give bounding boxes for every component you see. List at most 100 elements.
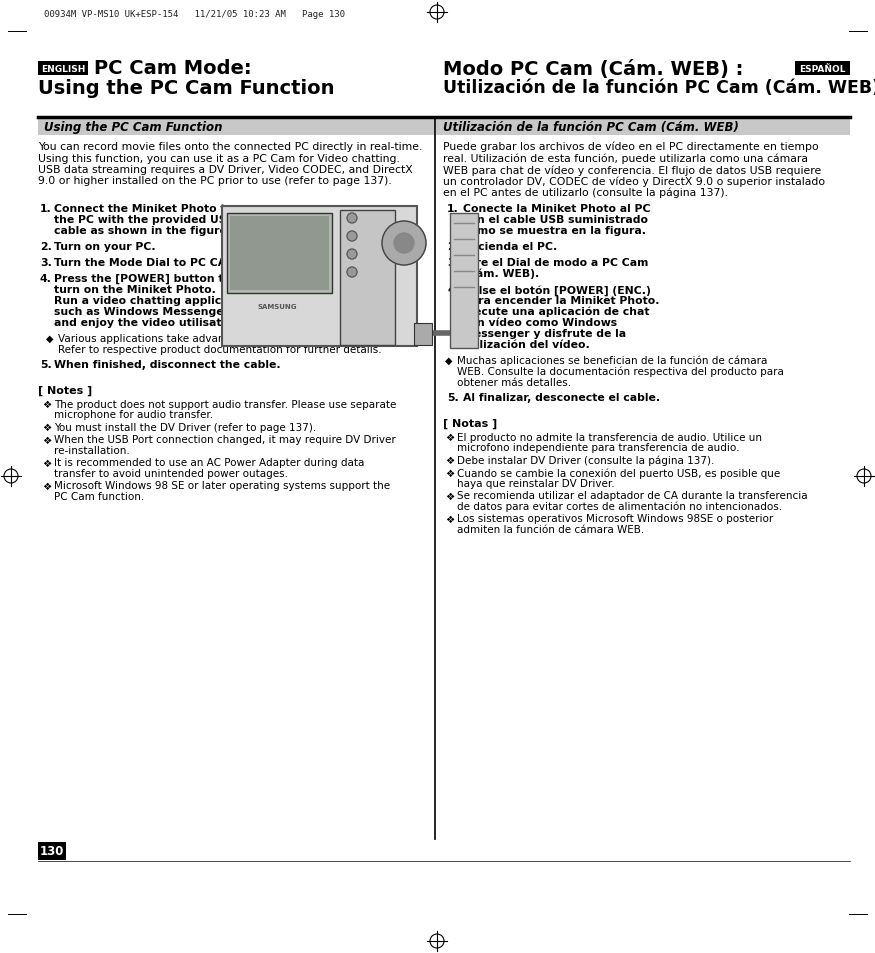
Text: Al finalizar, desconecte el cable.: Al finalizar, desconecte el cable. — [463, 393, 660, 402]
Text: en el PC antes de utilizarlo (consulte la página 137).: en el PC antes de utilizarlo (consulte l… — [443, 188, 728, 198]
Text: Gire el Dial de modo a PC Cam: Gire el Dial de modo a PC Cam — [463, 257, 648, 268]
Text: Using the PC Cam Function: Using the PC Cam Function — [44, 121, 222, 133]
Circle shape — [382, 222, 426, 266]
Text: Various applications take advantage of the PC Cam function.: Various applications take advantage of t… — [58, 334, 375, 344]
Text: Using the PC Cam Function: Using the PC Cam Function — [38, 79, 334, 98]
Text: the PC with the provided USB: the PC with the provided USB — [54, 214, 235, 225]
Text: When the USB Port connection changed, it may require DV Driver: When the USB Port connection changed, it… — [54, 435, 396, 445]
Text: Se recomienda utilizar el adaptador de CA durante la transferencia: Se recomienda utilizar el adaptador de C… — [457, 491, 808, 501]
Text: un controlador DV, CODEC de vídeo y DirectX 9.0 o superior instalado: un controlador DV, CODEC de vídeo y Dire… — [443, 176, 825, 187]
Text: con vídeo como Windows: con vídeo como Windows — [463, 317, 617, 328]
Text: ◆: ◆ — [445, 355, 452, 366]
Circle shape — [347, 268, 357, 277]
Text: ❖: ❖ — [42, 435, 52, 445]
Text: Run a video chatting application: Run a video chatting application — [54, 295, 253, 306]
Bar — [227, 213, 332, 294]
Text: PC Cam function.: PC Cam function. — [54, 492, 144, 501]
Text: re-installation.: re-installation. — [54, 446, 130, 456]
Text: como se muestra en la figura.: como se muestra en la figura. — [463, 226, 646, 235]
Text: 2.: 2. — [447, 242, 458, 252]
Text: such as Windows Messenger: such as Windows Messenger — [54, 307, 229, 316]
Text: 5.: 5. — [447, 393, 458, 402]
Text: haya que reinstalar DV Driver.: haya que reinstalar DV Driver. — [457, 478, 614, 489]
Text: para encender la Miniket Photo.: para encender la Miniket Photo. — [463, 295, 660, 306]
Text: 130: 130 — [40, 844, 64, 858]
Text: The product does not support audio transfer. Please use separate: The product does not support audio trans… — [54, 399, 396, 410]
Text: Ejecute una aplicación de chat: Ejecute una aplicación de chat — [463, 307, 649, 317]
Text: PC Cam Mode:: PC Cam Mode: — [94, 59, 252, 78]
Text: Press the [POWER] button to: Press the [POWER] button to — [54, 274, 231, 284]
Bar — [38, 842, 66, 861]
Text: Cuando se cambie la conexión del puerto USB, es posible que: Cuando se cambie la conexión del puerto … — [457, 468, 780, 478]
Text: Conecte la Miniket Photo al PC: Conecte la Miniket Photo al PC — [463, 204, 650, 213]
Text: ESPAÑOL: ESPAÑOL — [799, 65, 846, 73]
Text: 5.: 5. — [40, 359, 52, 370]
Bar — [222, 207, 417, 347]
Text: admiten la función de cámara WEB.: admiten la función de cámara WEB. — [457, 524, 644, 535]
Text: [ Notas ]: [ Notas ] — [443, 418, 497, 429]
Text: obtener más detalles.: obtener más detalles. — [457, 377, 571, 388]
Bar — [450, 213, 478, 349]
Bar — [414, 324, 432, 346]
Bar — [795, 62, 850, 76]
Text: Messenger y disfrute de la: Messenger y disfrute de la — [463, 329, 626, 338]
Circle shape — [347, 213, 357, 224]
Text: SAMSUNG: SAMSUNG — [257, 304, 297, 310]
Text: Encienda el PC.: Encienda el PC. — [463, 242, 557, 252]
Text: ◆: ◆ — [46, 334, 53, 344]
Bar — [38, 119, 435, 136]
Circle shape — [394, 233, 414, 253]
Text: turn on the Miniket Photo.: turn on the Miniket Photo. — [54, 285, 216, 294]
Text: 1.: 1. — [40, 204, 52, 213]
Bar — [222, 207, 417, 347]
Text: 1.: 1. — [447, 204, 458, 213]
Bar — [227, 213, 332, 294]
Text: 3.: 3. — [40, 257, 52, 268]
Text: WEB para chat de vídeo y conferencia. El flujo de datos USB requiere: WEB para chat de vídeo y conferencia. El… — [443, 165, 822, 175]
Text: Refer to respective product documentation for further details.: Refer to respective product documentatio… — [58, 345, 382, 355]
Text: It is recommended to use an AC Power Adapter during data: It is recommended to use an AC Power Ada… — [54, 458, 364, 468]
Text: and enjoy the video utilisation.: and enjoy the video utilisation. — [54, 317, 245, 328]
Text: ❖: ❖ — [445, 456, 454, 465]
Text: con el cable USB suministrado: con el cable USB suministrado — [463, 214, 648, 225]
Text: ❖: ❖ — [445, 433, 454, 442]
Text: Utilización de la función PC Cam (Cám. WEB): Utilización de la función PC Cam (Cám. W… — [443, 79, 875, 97]
Bar — [450, 213, 478, 349]
Text: ENGLISH: ENGLISH — [41, 65, 85, 73]
Text: You must install the DV Driver (refer to page 137).: You must install the DV Driver (refer to… — [54, 422, 316, 433]
Text: ❖: ❖ — [42, 458, 52, 468]
Bar — [340, 211, 395, 346]
Text: 2.: 2. — [40, 242, 52, 252]
Text: Muchas aplicaciones se benefician de la función de cámara: Muchas aplicaciones se benefician de la … — [457, 355, 767, 366]
Text: ❖: ❖ — [42, 481, 52, 491]
Text: Utilización de la función PC Cam (Cám. WEB): Utilización de la función PC Cam (Cám. W… — [443, 121, 738, 133]
Circle shape — [347, 250, 357, 260]
Text: When finished, disconnect the cable.: When finished, disconnect the cable. — [54, 359, 281, 370]
Text: cable as shown in the figure.: cable as shown in the figure. — [54, 226, 231, 235]
Text: Microsoft Windows 98 SE or later operating systems support the: Microsoft Windows 98 SE or later operati… — [54, 481, 390, 491]
Text: Debe instalar DV Driver (consulte la página 137).: Debe instalar DV Driver (consulte la pág… — [457, 456, 714, 466]
Text: utilización del vídeo.: utilización del vídeo. — [463, 339, 590, 350]
Text: microphone for audio transfer.: microphone for audio transfer. — [54, 410, 214, 420]
Text: ❖: ❖ — [42, 422, 52, 433]
Bar — [414, 324, 432, 346]
Text: Turn the Mode Dial to PC CAM: Turn the Mode Dial to PC CAM — [54, 257, 237, 268]
Text: WEB. Consulte la documentación respectiva del producto para: WEB. Consulte la documentación respectiv… — [457, 367, 784, 377]
Text: transfer to avoid unintended power outages.: transfer to avoid unintended power outag… — [54, 469, 288, 478]
Text: 9.0 or higher installed on the PC prior to use (refer to page 137).: 9.0 or higher installed on the PC prior … — [38, 176, 392, 186]
Text: USB data streaming requires a DV Driver, Video CODEC, and DirectX: USB data streaming requires a DV Driver,… — [38, 165, 413, 174]
Text: [ Notes ]: [ Notes ] — [38, 386, 92, 395]
Text: Turn on your PC.: Turn on your PC. — [54, 242, 156, 252]
Text: You can record movie files onto the connected PC directly in real-time.: You can record movie files onto the conn… — [38, 142, 423, 152]
Bar — [436, 119, 850, 136]
Text: real. Utilización de esta función, puede utilizarla como una cámara: real. Utilización de esta función, puede… — [443, 153, 808, 164]
Text: 3.: 3. — [447, 257, 458, 268]
Text: de datos para evitar cortes de alimentación no intencionados.: de datos para evitar cortes de alimentac… — [457, 501, 782, 512]
Text: ❖: ❖ — [445, 514, 454, 524]
Text: ❖: ❖ — [445, 491, 454, 501]
Text: 00934M VP-MS10 UK+ESP-154   11/21/05 10:23 AM   Page 130: 00934M VP-MS10 UK+ESP-154 11/21/05 10:23… — [44, 10, 345, 19]
Text: 4.: 4. — [40, 274, 52, 284]
Text: Modo PC Cam (Cám. WEB) :: Modo PC Cam (Cám. WEB) : — [443, 59, 744, 78]
Text: ❖: ❖ — [42, 399, 52, 410]
Circle shape — [347, 232, 357, 242]
